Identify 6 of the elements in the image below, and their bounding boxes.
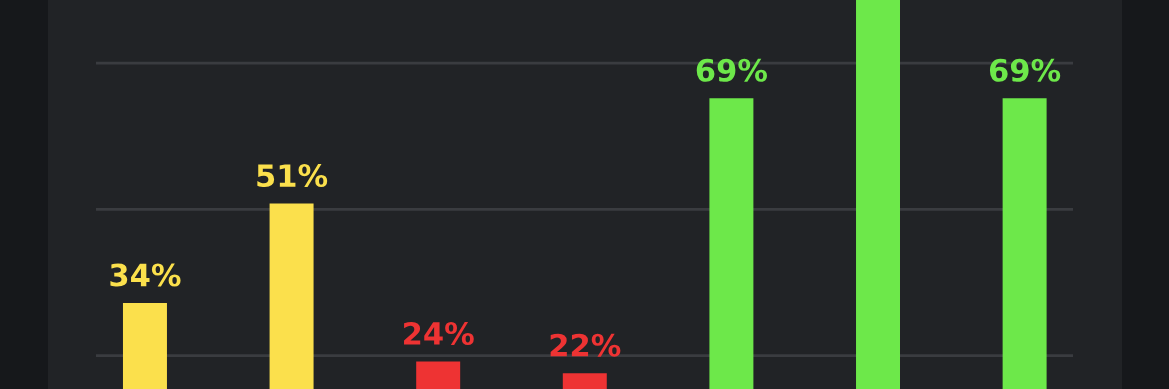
data-label: 51% (257, 164, 328, 188)
data-label: 34% (110, 263, 181, 287)
data-label: 69% (989, 58, 1061, 82)
data-label: 22% (550, 333, 621, 357)
data-label: 69% (696, 58, 767, 82)
data-label: 24% (404, 321, 474, 346)
